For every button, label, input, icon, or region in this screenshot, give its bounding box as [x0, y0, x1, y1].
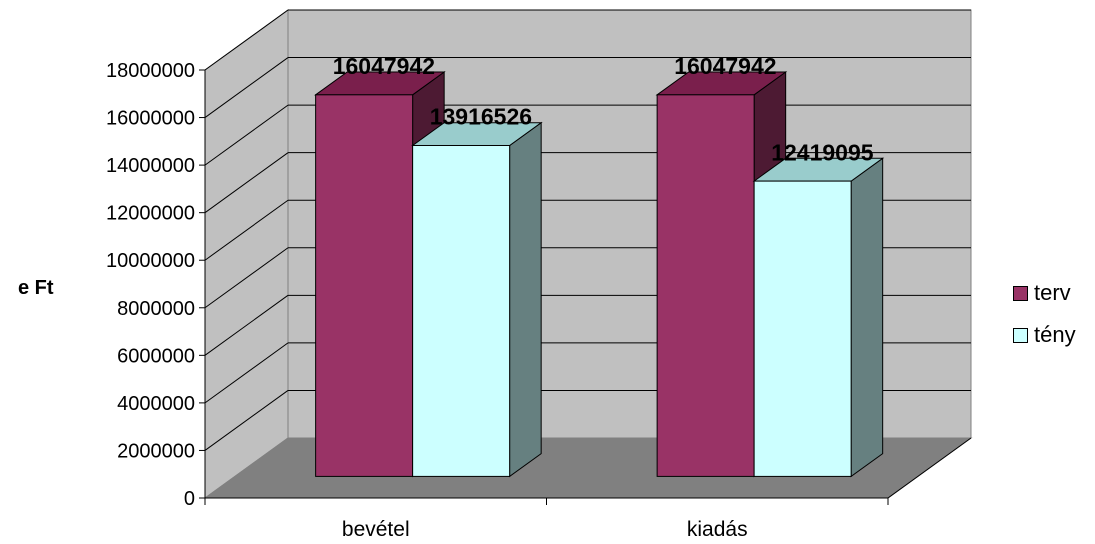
- gridline-side: [204, 294, 289, 356]
- bar-front: [412, 144, 511, 477]
- y-tick-label: 0: [184, 488, 195, 510]
- bar-side: [850, 157, 884, 478]
- gridline-side: [204, 57, 289, 118]
- y-tick-label: 14000000: [106, 155, 195, 177]
- y-tick-label: 6000000: [117, 345, 195, 367]
- data-label: 16047942: [333, 53, 435, 79]
- bar-front: [315, 94, 414, 477]
- gridline-side: [204, 342, 289, 404]
- axes: 0 2000000 4000000 6000000 8000000 10000000 120…: [106, 60, 972, 541]
- y-tick-label: 16000000: [106, 108, 195, 130]
- gridline-side: [204, 390, 289, 451]
- data-label: 12419095: [771, 139, 874, 165]
- bar-side: [509, 121, 542, 478]
- legend: terv tény: [1013, 272, 1076, 356]
- y-tick-label: 18000000: [106, 60, 195, 82]
- legend-swatch-terv: [1013, 285, 1028, 301]
- y-tick-label: 12000000: [106, 203, 195, 225]
- bar-front: [656, 94, 755, 477]
- gridline-side: [204, 104, 289, 166]
- gridline-side: [204, 199, 289, 261]
- x-tick-label: bevétel: [342, 518, 410, 541]
- gridline-side: [204, 247, 289, 309]
- y-tick-label: 4000000: [117, 393, 195, 415]
- bars: [314, 71, 885, 478]
- legend-item-terv: terv: [1013, 272, 1076, 314]
- data-label: 16047942: [674, 53, 776, 79]
- legend-swatch-teny: [1013, 327, 1028, 343]
- bar-tény-bevétel: [411, 121, 543, 478]
- legend-label-teny: tény: [1034, 322, 1076, 347]
- legend-item-teny: tény: [1013, 314, 1076, 356]
- bar-tény-kiadás: [752, 157, 885, 478]
- gridline-side: [204, 152, 289, 214]
- gridline-side: [204, 9, 289, 71]
- legend-label-terv: terv: [1034, 280, 1071, 305]
- data-label: 13916526: [430, 104, 532, 130]
- x-tick-label: kiadás: [687, 518, 748, 541]
- x-axis-depth-line: [887, 437, 972, 499]
- y-tick-label: 2000000: [117, 440, 195, 462]
- data-labels: 16047942 13916526 16047942 12419095: [333, 53, 874, 165]
- y-tick-label: 8000000: [117, 298, 195, 320]
- y-axis-label: e Ft: [18, 277, 54, 299]
- y-tick-label: 10000000: [106, 250, 195, 272]
- bar-front: [753, 180, 852, 477]
- side-wall: [204, 9, 289, 499]
